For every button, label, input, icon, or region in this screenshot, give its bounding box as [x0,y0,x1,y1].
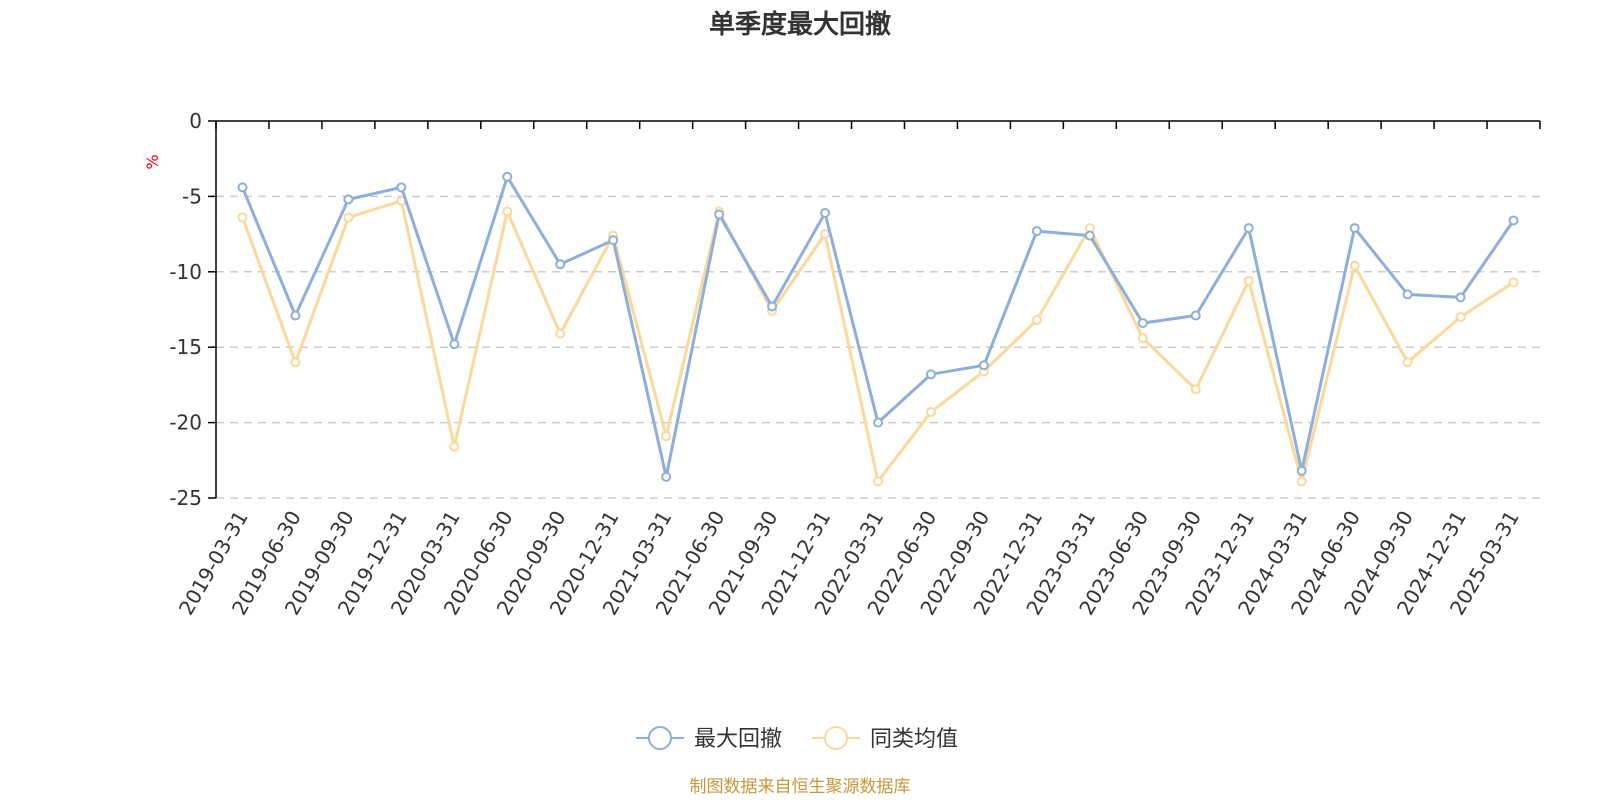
data-point[interactable] [555,259,566,270]
data-point[interactable] [1084,230,1095,241]
data-point[interactable] [1349,260,1360,271]
data-point[interactable] [873,417,883,428]
data-point[interactable] [237,212,248,223]
data-point[interactable] [1137,333,1148,344]
data-point[interactable] [1137,318,1148,329]
data-point[interactable] [1243,275,1254,286]
data-point[interactable] [1031,315,1042,326]
data-point[interactable] [1031,226,1042,237]
data-point[interactable] [290,310,301,321]
data-point[interactable] [925,369,936,380]
data-point[interactable] [237,182,248,193]
y-axis-unit: % [143,154,162,169]
series-line [241,175,1515,479]
data-point[interactable] [767,301,778,312]
series-lines [237,171,1519,487]
y-tick-label: 0 [189,109,202,133]
chart-title: 单季度最大回撤 [709,9,891,40]
data-point[interactable] [873,476,883,487]
data-point[interactable] [1190,310,1201,321]
data-point[interactable] [1296,465,1307,476]
data-point[interactable] [978,360,989,371]
data-point[interactable] [1190,384,1201,395]
data-point[interactable] [1349,223,1360,234]
data-point[interactable] [714,209,725,220]
data-point[interactable] [502,206,513,217]
data-point[interactable] [1455,292,1466,303]
legend-label: 同类均值 [870,727,958,752]
data-point[interactable] [502,171,513,182]
data-point[interactable] [820,229,831,240]
data-point[interactable] [290,357,301,368]
legend-item[interactable]: 最大回撤 [636,726,782,752]
data-point[interactable] [820,207,831,218]
data-point[interactable] [1508,277,1519,288]
data-point[interactable] [343,212,354,223]
series-line [241,199,1515,483]
legend-item[interactable]: 同类均值 [812,726,958,752]
legend-marker [648,726,672,750]
legend: 最大回撤 同类均值 [636,726,958,752]
data-point[interactable] [1402,289,1413,300]
legend-label: 最大回撤 [694,727,782,752]
data-point[interactable] [608,235,619,246]
data-point[interactable] [1296,476,1307,487]
data-point[interactable] [343,194,354,205]
data-point[interactable] [1455,312,1466,323]
data-point[interactable] [925,407,936,418]
legend-marker [824,726,848,750]
data-point[interactable] [1243,223,1254,234]
y-tick-label: -10 [169,260,202,284]
data-point[interactable] [1402,357,1413,368]
grid-lines [216,195,1540,499]
axes: 0-5-10-15-20-252019-03-312019-06-302019-… [169,109,1541,619]
y-tick-label: -20 [169,411,202,435]
data-point[interactable] [396,182,407,193]
y-tick-label: -15 [169,335,202,359]
footer-source: 制图数据来自恒生聚源数据库 [690,777,911,797]
data-point[interactable] [661,471,672,482]
data-point[interactable] [555,328,566,339]
y-tick-label: -5 [182,184,202,208]
data-point[interactable] [449,441,460,452]
data-point[interactable] [449,339,460,350]
data-point[interactable] [661,431,672,442]
data-point[interactable] [1508,215,1519,226]
y-tick-label: -25 [169,486,202,510]
